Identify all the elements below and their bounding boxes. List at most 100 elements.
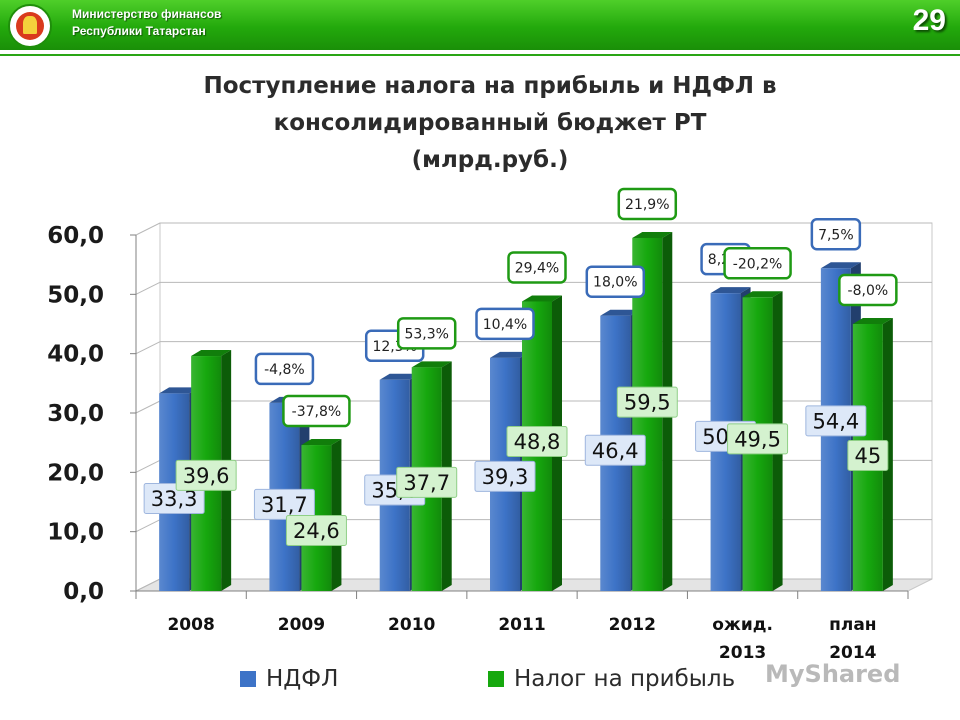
ministry-name: Министерство финансов Республики Татарст… [72, 6, 221, 40]
x-tick-label: 2008 [167, 615, 214, 635]
y-tick-label: 20,0 [47, 460, 104, 486]
growth-label-box [396, 317, 457, 350]
slide-number: 29 [912, 4, 946, 37]
data-label-box [506, 425, 568, 457]
growth-label: -20,2% [723, 247, 792, 280]
data-label: 54,4 [805, 405, 867, 437]
growth-label-text: -20,2% [733, 256, 783, 272]
growth-label-box [282, 394, 351, 428]
y-tick-label: 50,0 [47, 282, 104, 308]
chart-title-line-3: (млрд.руб.) [411, 147, 569, 173]
y-tick-label: 10,0 [47, 520, 104, 546]
data-label-box [584, 434, 646, 466]
data-label-box [474, 460, 536, 492]
bar-top [852, 318, 893, 324]
header-divider-green [0, 54, 960, 56]
gridline-depth [135, 222, 161, 236]
data-label-box [253, 488, 315, 520]
growth-label-text: 7,5% [818, 227, 854, 243]
growth-label: 7,5% [810, 217, 862, 251]
bar-top [490, 351, 530, 358]
x-tick-label: 2010 [388, 615, 435, 635]
gridline-depth [135, 459, 161, 473]
data-label-text: 59,5 [624, 391, 671, 415]
ministry-line-1: Министерство финансов [72, 7, 222, 21]
growth-label-text: 18,0% [593, 275, 637, 291]
data-label-box [285, 515, 347, 547]
data-label-box [727, 423, 789, 455]
bar-top [710, 287, 751, 294]
header-bar [0, 0, 960, 50]
growth-label-box [585, 265, 646, 298]
legend-swatch-profit-tax [488, 671, 504, 687]
watermark: MyShared [765, 660, 901, 688]
data-label-text: 37,7 [403, 471, 450, 495]
bar-top [379, 373, 420, 380]
growth-label: 10,4% [475, 307, 535, 341]
x-tick-label: 2013 [719, 643, 766, 663]
bar-top [159, 387, 200, 394]
data-label: 45 [847, 439, 889, 471]
data-label: 39,6 [175, 459, 237, 491]
data-label-text: 33,3 [151, 487, 198, 511]
legend-label-ndfl: НДФЛ [266, 666, 339, 692]
data-label: 46,4 [584, 434, 646, 466]
growth-label-text: 29,4% [515, 260, 559, 276]
gridline-depth [135, 281, 161, 295]
growth-label-box [475, 307, 535, 341]
x-tick-label: ожид. [712, 615, 773, 635]
data-label: 49,5 [727, 423, 789, 455]
data-label-text: 46,4 [592, 439, 639, 463]
growth-label: 53,3% [396, 317, 457, 350]
data-label-box [847, 439, 889, 471]
growth-label: 18,0% [585, 265, 646, 298]
data-label-text: 39,3 [482, 465, 529, 489]
growth-label: 21,9% [617, 187, 678, 221]
data-label-box [396, 466, 458, 498]
bar-top [301, 439, 342, 446]
data-label-box [805, 405, 867, 437]
data-label-text: 45 [854, 444, 881, 468]
chart-title-line-2: консолидированный бюджет РТ [273, 110, 707, 136]
growth-label-text: 21,9% [625, 197, 669, 213]
data-label-box [616, 386, 678, 418]
growth-label-box [838, 273, 898, 307]
data-label: 59,5 [616, 386, 678, 418]
growth-label-text: -4,8% [264, 362, 305, 378]
bar-top [522, 295, 562, 302]
bar-top [820, 262, 861, 269]
growth-label: -4,8% [254, 352, 315, 386]
bar-top [600, 309, 641, 316]
y-tick-label: 0,0 [63, 579, 104, 605]
data-label-text: 31,7 [261, 493, 308, 517]
bar-top [632, 231, 673, 238]
data-label: 31,7 [253, 488, 315, 520]
y-tick-label: 60,0 [47, 223, 104, 249]
data-label: 37,7 [396, 466, 458, 498]
bar-top [742, 291, 783, 298]
data-label-text: 54,4 [812, 409, 859, 433]
ministry-line-2: Республики Татарстан [72, 24, 206, 38]
growth-label-text: 53,3% [404, 326, 448, 342]
growth-label: -8,0% [838, 273, 898, 307]
data-label-box [175, 459, 237, 491]
y-tick-label: 40,0 [47, 342, 104, 368]
growth-label-text: -8,0% [848, 283, 889, 299]
x-tick-label: 2012 [609, 615, 656, 635]
growth-label-box [254, 352, 315, 386]
data-label: 39,3 [474, 460, 536, 492]
growth-label-text: 10,4% [483, 317, 527, 333]
header-divider [0, 50, 960, 54]
legend-item-ndfl: НДФЛ [240, 664, 338, 694]
legend-item-profit-tax: Налог на прибыль [488, 664, 735, 694]
chart-title-line-1: Поступление налога на прибыль и НДФЛ в [203, 73, 777, 99]
bar-top [191, 350, 232, 357]
data-label-text: 39,6 [183, 464, 230, 488]
data-label-text: 48,8 [514, 430, 561, 454]
data-label: 48,8 [506, 425, 568, 457]
x-tick-label: 2011 [498, 615, 545, 635]
data-label: 24,6 [285, 515, 347, 547]
x-tick-label: 2014 [829, 643, 876, 663]
data-label: 33,3 [143, 483, 205, 515]
